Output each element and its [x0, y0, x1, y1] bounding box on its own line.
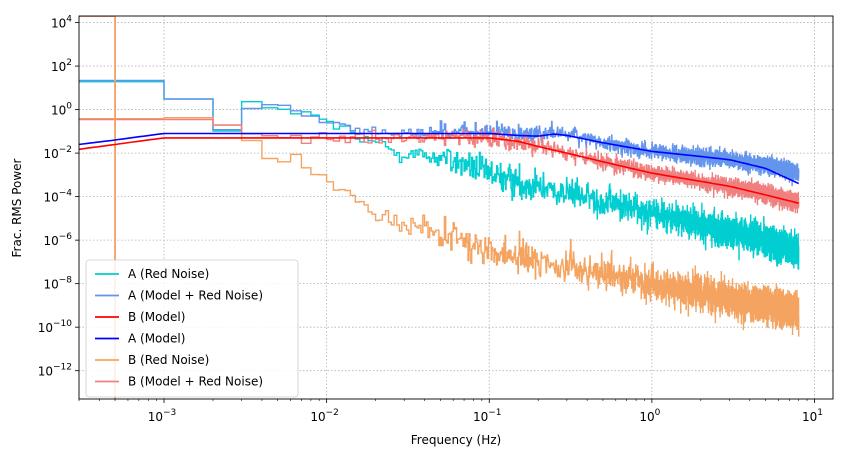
x-tick-label: 10−3 — [148, 408, 177, 424]
y-tick-label: 10−12 — [38, 363, 72, 379]
legend-box — [85, 259, 299, 398]
legend-label: A (Model + Red Noise) — [128, 289, 263, 303]
y-tick-label: 10−2 — [43, 145, 72, 161]
x-axis: 10−3 10−2 10−1 100 101 — [78, 399, 823, 424]
y-tick-label: 10−10 — [38, 319, 73, 335]
series-b-red-noise- — [79, 117, 800, 337]
plot-frame — [78, 15, 834, 400]
x-tick-label: 100 — [639, 408, 660, 424]
y-tick-label: 10−4 — [43, 189, 72, 205]
legend-label: A (Model) — [128, 332, 185, 346]
y-tick-label: 10−6 — [43, 232, 72, 248]
legend-label: A (Red Noise) — [128, 267, 209, 281]
y-axis: 104 102 100 10−2 10−4 10−6 10−8 10−10 10−12 — [38, 15, 79, 379]
x-tick-label: 101 — [802, 408, 823, 424]
y-axis-label: Frac. RMS Power — [10, 158, 24, 257]
legend: A (Red Noise) A (Model + Red Noise) B (Mod… — [85, 259, 299, 398]
x-axis-label: Frequency (Hz) — [411, 433, 502, 447]
legend-label: B (Model) — [128, 310, 185, 324]
legend-label: B (Model + Red Noise) — [128, 375, 263, 389]
x-tick-label: 10−1 — [473, 408, 502, 424]
series-a-red-noise- — [79, 81, 800, 270]
series-b-model- — [79, 137, 799, 204]
y-tick-label: 100 — [51, 102, 72, 118]
y-tick-label: 104 — [51, 15, 72, 31]
y-tick-label: 102 — [51, 58, 72, 74]
y-tick-label: 10−8 — [43, 276, 72, 292]
legend-label: B (Red Noise) — [128, 353, 209, 367]
series-a-model- — [79, 132, 800, 185]
x-tick-label: 10−2 — [310, 408, 339, 424]
series-b-model-red-noise- — [79, 118, 800, 214]
series-layer — [79, 16, 800, 399]
